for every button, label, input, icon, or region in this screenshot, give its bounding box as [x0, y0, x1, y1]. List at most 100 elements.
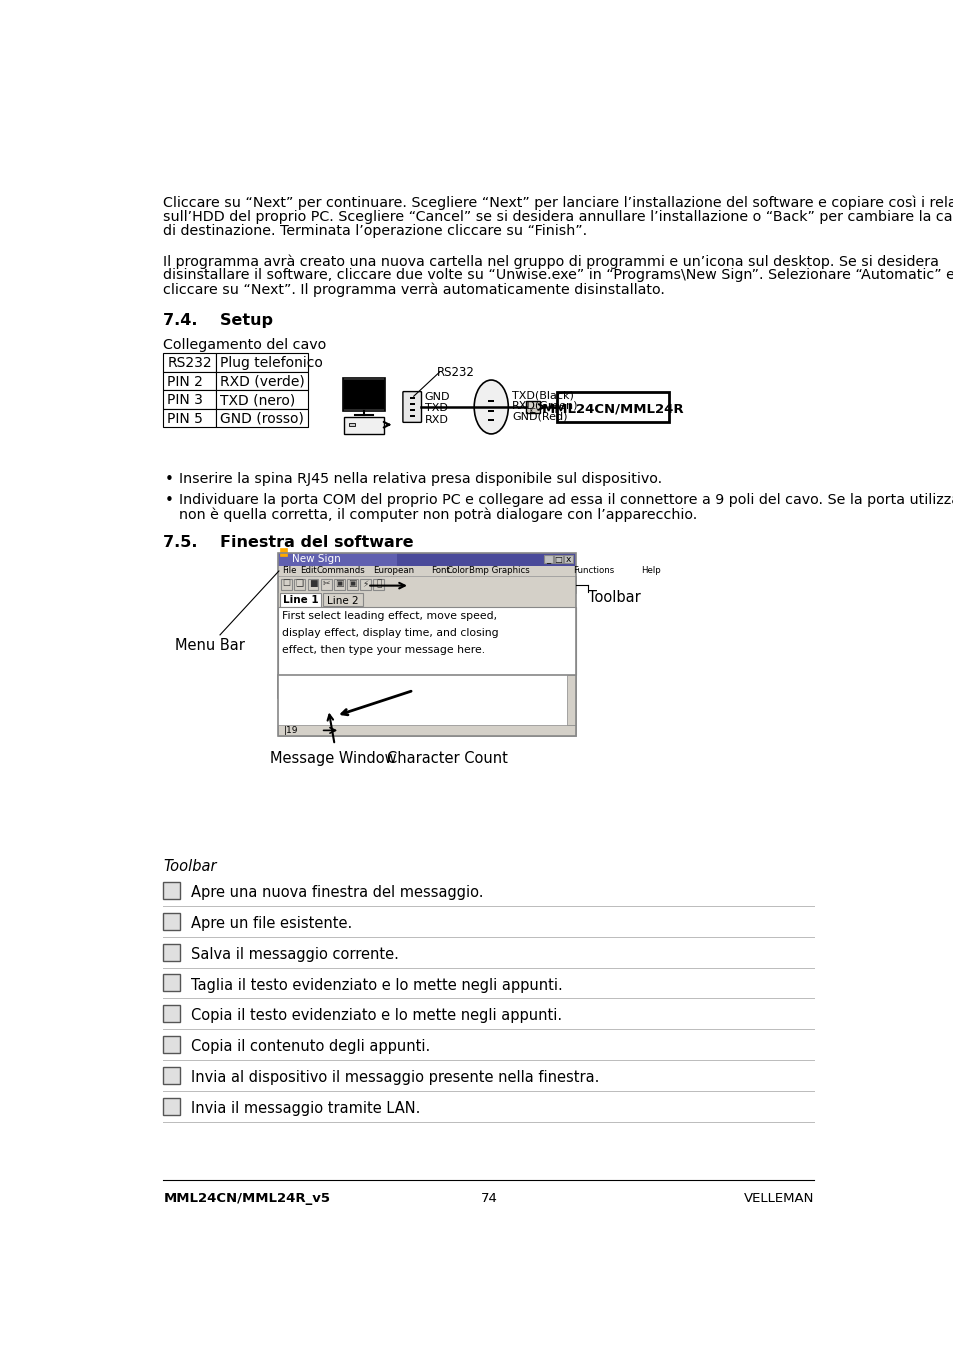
- Text: ⭐: ⭐: [375, 580, 381, 589]
- Text: sull’HDD del proprio PC. Scegliere “Cancel” se si desidera annullare l’installaz: sull’HDD del proprio PC. Scegliere “Canc…: [163, 209, 953, 224]
- Text: Toolbar: Toolbar: [587, 590, 640, 605]
- Text: effect, then type your message here.: effect, then type your message here.: [282, 644, 485, 655]
- Bar: [163, 1005, 180, 1023]
- Text: Toolbar: Toolbar: [163, 859, 216, 874]
- Text: di destinazione. Terminata l’operazione cliccare su “Finish”.: di destinazione. Terminata l’operazione …: [163, 224, 587, 238]
- Text: GND (rosso): GND (rosso): [220, 412, 304, 426]
- Bar: [320, 580, 332, 590]
- Bar: [278, 607, 576, 676]
- Bar: [294, 580, 305, 590]
- Bar: [279, 549, 287, 555]
- Text: Commands: Commands: [315, 566, 364, 576]
- Bar: [216, 408, 307, 427]
- Text: Functions: Functions: [573, 566, 614, 576]
- Bar: [216, 390, 307, 408]
- Text: ▣: ▣: [335, 580, 343, 589]
- Bar: [278, 554, 397, 566]
- Text: ▣: ▣: [348, 580, 356, 589]
- Ellipse shape: [474, 380, 508, 434]
- Bar: [278, 676, 576, 736]
- Bar: [280, 593, 320, 607]
- Text: Color: Color: [446, 566, 468, 576]
- Bar: [543, 555, 553, 563]
- Bar: [163, 974, 180, 992]
- Text: Character Count: Character Count: [386, 751, 507, 766]
- Bar: [278, 676, 576, 725]
- Text: Copia il contenuto degli appunti.: Copia il contenuto degli appunti.: [192, 1039, 430, 1054]
- FancyBboxPatch shape: [402, 392, 421, 423]
- Text: VELLEMAN: VELLEMAN: [743, 1193, 814, 1205]
- Text: Message Window: Message Window: [270, 751, 396, 766]
- Bar: [163, 1067, 180, 1084]
- Bar: [347, 580, 357, 590]
- Text: Edit: Edit: [300, 566, 317, 576]
- Bar: [410, 416, 415, 417]
- Bar: [488, 409, 494, 412]
- Text: Invia il messaggio tramite LAN.: Invia il messaggio tramite LAN.: [192, 1101, 420, 1116]
- Text: •: •: [165, 471, 173, 486]
- Text: First select leading effect, move speed,: First select leading effect, move speed,: [282, 611, 497, 621]
- Bar: [278, 577, 576, 593]
- Text: MML24CN/MML24R_v5: MML24CN/MML24R_v5: [163, 1193, 330, 1205]
- Text: Inserire la spina RJ45 nella relativa presa disponibile sul dispositivo.: Inserire la spina RJ45 nella relativa pr…: [179, 471, 661, 485]
- Text: Copia il testo evidenziato e lo mette negli appunti.: Copia il testo evidenziato e lo mette ne…: [192, 1008, 562, 1023]
- Text: IC: IC: [529, 408, 536, 413]
- Bar: [216, 353, 307, 372]
- Bar: [525, 401, 539, 413]
- Bar: [343, 378, 385, 411]
- Bar: [323, 593, 363, 607]
- Text: New Sign: New Sign: [292, 554, 340, 565]
- Text: Apre una nuova finestra del messaggio.: Apre una nuova finestra del messaggio.: [192, 885, 483, 900]
- Text: ❑: ❑: [295, 580, 304, 589]
- Text: ☐: ☐: [282, 580, 291, 589]
- Text: Invia al dispositivo il messaggio presente nella finestra.: Invia al dispositivo il messaggio presen…: [192, 1070, 599, 1085]
- Text: □: □: [554, 555, 562, 563]
- Text: Salva il messaggio corrente.: Salva il messaggio corrente.: [192, 947, 398, 962]
- Bar: [410, 409, 415, 411]
- Text: Il programma avrà creato una nuova cartella nel gruppo di programmi e un’icona s: Il programma avrà creato una nuova carte…: [163, 254, 939, 269]
- Text: x: x: [565, 555, 571, 563]
- Bar: [278, 554, 576, 566]
- Text: TXD (nero): TXD (nero): [220, 393, 294, 407]
- Bar: [278, 554, 576, 698]
- Bar: [163, 943, 180, 961]
- Bar: [554, 555, 562, 563]
- Text: RXD(Green): RXD(Green): [512, 401, 578, 411]
- Text: GND(Red): GND(Red): [512, 412, 567, 422]
- Text: Collegamento del cavo: Collegamento del cavo: [163, 338, 326, 351]
- Bar: [410, 403, 415, 405]
- Bar: [163, 913, 180, 929]
- Bar: [163, 408, 216, 427]
- Bar: [163, 882, 180, 898]
- Text: _: _: [546, 555, 550, 563]
- Bar: [373, 580, 384, 590]
- Text: ⚡: ⚡: [362, 580, 369, 589]
- Text: 7.5.    Finestra del software: 7.5. Finestra del software: [163, 535, 414, 550]
- Bar: [163, 353, 216, 372]
- Bar: [278, 593, 576, 607]
- Text: Menu Bar: Menu Bar: [174, 638, 245, 653]
- Text: File: File: [282, 566, 296, 576]
- Text: Cliccare su “Next” per continuare. Scegliere “Next” per lanciare l’installazione: Cliccare su “Next” per continuare. Scegl…: [163, 196, 953, 211]
- Bar: [488, 419, 494, 422]
- Text: RS232: RS232: [436, 366, 475, 380]
- Bar: [163, 1097, 180, 1115]
- Text: Bmp Graphics: Bmp Graphics: [469, 566, 529, 576]
- Bar: [278, 725, 576, 736]
- Text: Line 1: Line 1: [282, 594, 318, 605]
- Bar: [278, 566, 576, 577]
- Text: Font: Font: [431, 566, 449, 576]
- Text: Apre un file esistente.: Apre un file esistente.: [192, 916, 353, 931]
- Bar: [410, 397, 415, 399]
- Bar: [488, 400, 494, 403]
- Text: Help: Help: [640, 566, 659, 576]
- Text: Taglia il testo evidenziato e lo mette negli appunti.: Taglia il testo evidenziato e lo mette n…: [192, 978, 562, 993]
- Bar: [163, 390, 216, 408]
- Text: GND: GND: [424, 392, 450, 401]
- Text: PIN 5: PIN 5: [167, 412, 203, 426]
- Text: Individuare la porta COM del proprio PC e collegare ad essa il connettore a 9 po: Individuare la porta COM del proprio PC …: [179, 493, 953, 507]
- Bar: [344, 380, 384, 409]
- Bar: [344, 417, 384, 434]
- Bar: [281, 580, 292, 590]
- Text: Plug telefonico: Plug telefonico: [220, 357, 322, 370]
